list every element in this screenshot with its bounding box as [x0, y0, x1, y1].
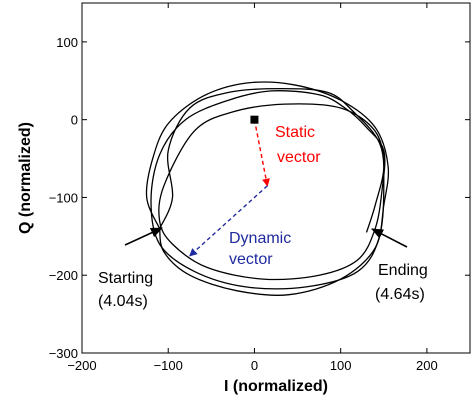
ending-annotation-line2: (4.64s): [375, 286, 425, 303]
static-vector-label-line2: vector: [277, 149, 321, 166]
x-tick-labels: −200 −100 0 100 200: [67, 358, 437, 373]
starting-annotation-line2: (4.04s): [98, 293, 148, 310]
ending-pointer-arrow: [371, 228, 408, 248]
dynamic-vector-label-line2: vector: [229, 251, 273, 268]
static-vector-arrow: [253, 119, 270, 187]
x-tick-label: 100: [330, 358, 352, 373]
trajectory-line: [150, 87, 386, 290]
y-tick-label: −100: [49, 190, 78, 205]
y-tick-label: 100: [56, 35, 78, 50]
x-tick-label: 200: [416, 358, 438, 373]
y-tick-labels: −300 −200 −100 0 100: [49, 35, 78, 361]
trajectory-line: [145, 81, 390, 296]
x-axis-label: I (normalized): [224, 378, 328, 395]
y-tick-label: −300: [49, 346, 78, 361]
ending-annotation-line1: Ending: [378, 262, 428, 279]
y-tick-label: −200: [49, 268, 78, 283]
y-axis-label: Q (normalized): [17, 122, 34, 234]
x-tick-label: −200: [67, 358, 96, 373]
axis-ticks: [81, 3, 470, 354]
dynamic-vector-arrow: [189, 185, 268, 257]
x-tick-label: 0: [251, 358, 258, 373]
static-vector-label-line1: Static: [275, 124, 315, 141]
x-tick-label: −100: [154, 358, 183, 373]
origin-square-marker: [250, 115, 259, 124]
trajectory-traces: [145, 81, 390, 296]
starting-pointer-arrow: [124, 227, 163, 246]
dynamic-vector-label-line1: Dynamic: [229, 230, 291, 247]
y-tick-label: 0: [71, 113, 78, 128]
starting-annotation-line1: Starting: [98, 270, 153, 287]
